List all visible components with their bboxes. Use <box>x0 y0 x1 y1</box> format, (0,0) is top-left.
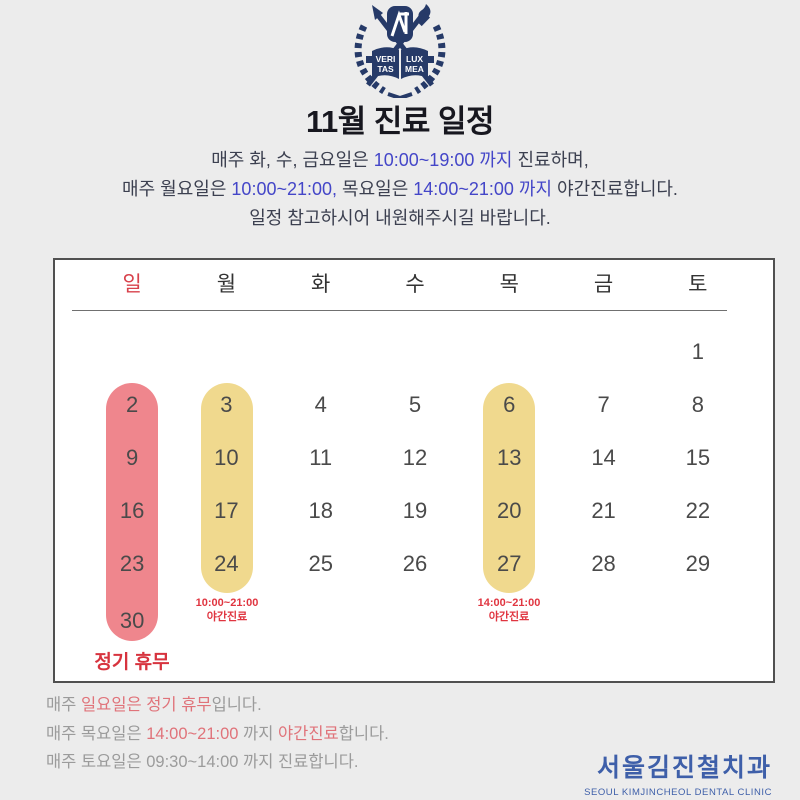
day-cell-9: 9 <box>126 444 139 470</box>
day-cell-16: 16 <box>119 497 145 523</box>
plain-text: 목요일은 <box>337 179 414 199</box>
plain-text: 야간진료합니다. <box>552 179 678 199</box>
intro-line: 매주 화, 수, 금요일은 10:00~19:00 까지 진료하며, <box>0 146 800 175</box>
sunday-highlight-pill <box>106 383 158 641</box>
plain-text: 매주 화, 수, 금요일은 <box>211 150 374 170</box>
weekday-header-fri: 금 <box>593 273 614 296</box>
day-cell-23: 23 <box>119 550 145 576</box>
day-cell-13: 13 <box>497 444 522 470</box>
weekday-header-sat: 토 <box>688 273 708 296</box>
day-cell-28: 28 <box>591 550 616 576</box>
footer-notes: 매주 일요일은 정기 휴무입니다. 매주 목요일은 14:00~21:00 까지… <box>46 691 389 777</box>
intro-text: 매주 화, 수, 금요일은 10:00~19:00 까지 진료하며, 매주 월요… <box>0 146 800 233</box>
motto-word: MEA <box>405 64 424 74</box>
plain-text: 입니다. <box>211 696 262 714</box>
intro-line: 일정 참고하시어 내원해주시길 바랍니다. <box>0 204 800 233</box>
monday-night-note: 10:00~21:00 야간진료 <box>167 597 287 624</box>
weekday-header-tue: 화 <box>311 273 331 296</box>
day-cell-4: 4 <box>314 391 327 417</box>
monday-note-time: 10:00~21:00 <box>195 597 259 609</box>
plain-text: 까지 <box>238 724 278 743</box>
day-cell-18: 18 <box>308 497 333 523</box>
day-cell-8: 8 <box>691 391 704 417</box>
thursday-highlight-pill <box>483 383 535 593</box>
open-book-icon <box>366 47 434 79</box>
highlighted-text: 야간진료 <box>278 724 339 743</box>
plain-text: 매주 토요일은 09:30~14:00 까지 진료합니다. <box>46 753 359 771</box>
page-title: 11월 진료 일정 <box>305 104 495 139</box>
plain-text: 일정 참고하시어 내원해주시길 바랍니다. <box>249 208 551 228</box>
day-cell-3: 3 <box>220 391 233 417</box>
day-cell-6: 6 <box>503 391 516 417</box>
day-cell-24: 24 <box>214 550 239 576</box>
highlighted-text: 14:00~21:00 까지 <box>413 179 553 199</box>
day-cell-14: 14 <box>591 444 616 470</box>
intro-line: 매주 월요일은 10:00~21:00, 목요일은 14:00~21:00 까지… <box>0 175 800 204</box>
plain-text: 매주 월요일은 <box>122 179 232 199</box>
motto-word: TAS <box>377 64 394 74</box>
weekday-header-thu: 목 <box>499 273 519 296</box>
plain-text: 합니다. <box>338 724 389 743</box>
monday-note-label: 야간진료 <box>206 610 248 623</box>
day-cell-19: 19 <box>402 497 428 523</box>
day-cell-1: 1 <box>691 339 704 364</box>
thursday-night-note: 14:00~21:00 야간진료 <box>449 597 569 624</box>
day-cell-5: 5 <box>408 391 422 417</box>
day-cell-21: 21 <box>591 497 616 523</box>
day-cell-20: 20 <box>497 497 522 523</box>
footer-line: 매주 토요일은 09:30~14:00 까지 진료합니다. <box>46 748 389 777</box>
weekday-header-mon: 월 <box>216 273 237 296</box>
motto-word: LUX <box>406 54 423 64</box>
plain-text: 진료하며, <box>512 150 589 170</box>
day-cell-30: 30 <box>119 608 145 633</box>
university-crest-icon: VERI TAS LUX MEA <box>354 4 446 98</box>
day-cell-7: 7 <box>597 391 610 417</box>
day-cell-12: 12 <box>402 444 428 470</box>
day-cell-26: 26 <box>402 550 428 576</box>
thursday-note-label: 야간진료 <box>488 610 530 623</box>
clinic-name-english: SEOUL KIMJINCHEOL DENTAL CLINIC <box>584 787 772 798</box>
day-cell-17: 17 <box>214 497 239 523</box>
highlighted-text: 일요일은 정기 휴무 <box>80 696 212 714</box>
day-cell-25: 25 <box>308 550 333 576</box>
day-cell-27: 27 <box>497 550 522 576</box>
weekday-header-wed: 수 <box>405 273 425 296</box>
day-cell-22: 22 <box>685 497 711 523</box>
highlighted-text: 14:00~21:00 <box>146 724 239 743</box>
laurel-wreath-icon <box>354 24 446 98</box>
highlighted-text: 10:00~19:00 까지 <box>373 150 513 170</box>
day-cell-2: 2 <box>126 391 139 417</box>
crest-badge-icon <box>387 6 413 42</box>
clinic-name-korean: 서울김진철치과 <box>596 754 772 782</box>
motto-word: VERI <box>376 54 396 64</box>
footer-line: 매주 목요일은 14:00~21:00 까지 야간진료합니다. <box>46 720 389 749</box>
day-cell-11: 11 <box>309 444 333 470</box>
plain-text: 매주 <box>46 696 81 714</box>
day-cell-15: 15 <box>685 444 711 470</box>
day-cell-29: 29 <box>685 550 711 576</box>
footer-line: 매주 일요일은 정기 휴무입니다. <box>46 691 389 720</box>
sunday-closed-label: 정기 휴무 <box>94 652 170 673</box>
clinic-logo: 서울김진철치과 SEOUL KIMJINCHEOL DENTAL CLINIC <box>584 748 772 798</box>
highlighted-text: 10:00~21:00, <box>231 179 338 199</box>
weekday-header-sun: 일 <box>122 273 142 296</box>
header-divider <box>72 310 727 311</box>
monday-highlight-pill <box>201 383 253 593</box>
calendar-grid: 1 2 3 4 5 6 7 8 9 10 11 12 13 14 15 16 17 18 19 20 21 22 23 24 2… <box>85 326 745 652</box>
thursday-note-time: 14:00~21:00 <box>477 597 541 609</box>
day-cell-10: 10 <box>214 444 239 470</box>
plain-text: 매주 목요일은 <box>46 724 147 743</box>
